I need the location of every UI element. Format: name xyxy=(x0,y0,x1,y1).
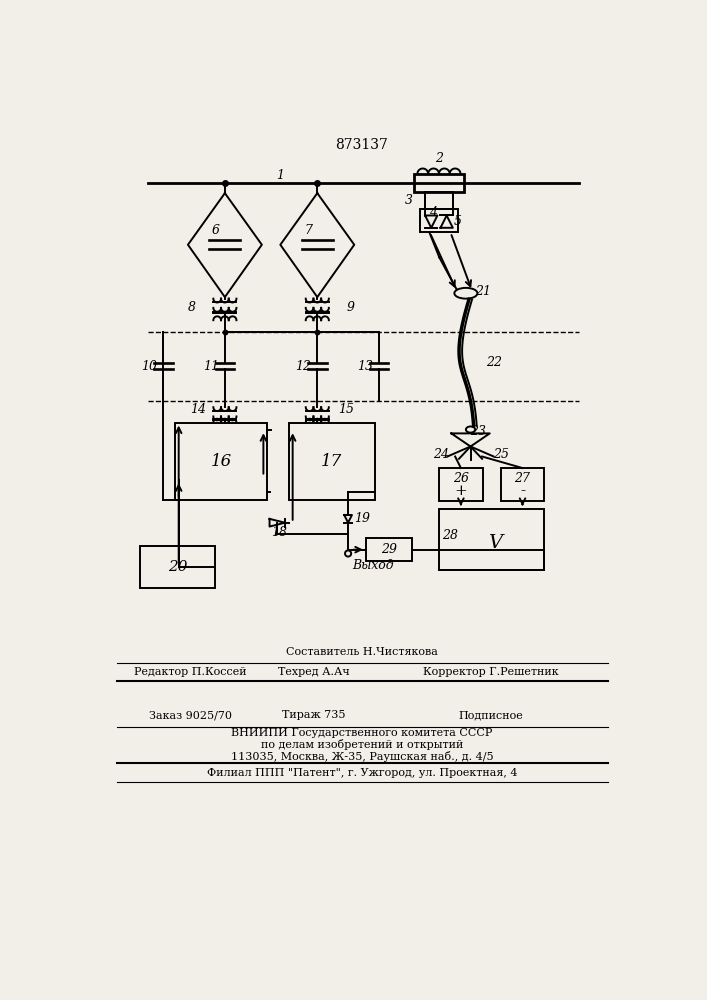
Text: Заказ 9025/70: Заказ 9025/70 xyxy=(148,710,232,720)
Text: 13: 13 xyxy=(357,360,373,373)
Text: 21: 21 xyxy=(475,285,491,298)
Text: 19: 19 xyxy=(354,512,370,525)
Text: 15: 15 xyxy=(339,403,354,416)
Text: 11: 11 xyxy=(203,360,219,373)
Text: 9: 9 xyxy=(346,301,354,314)
Text: -: - xyxy=(520,484,525,498)
Text: 25: 25 xyxy=(493,448,509,461)
Text: 1: 1 xyxy=(276,169,284,182)
Text: 24: 24 xyxy=(433,448,449,461)
Text: 22: 22 xyxy=(486,356,502,369)
Text: 23: 23 xyxy=(470,425,486,438)
Text: 26: 26 xyxy=(453,472,469,485)
Text: 14: 14 xyxy=(190,403,206,416)
Bar xyxy=(439,509,544,570)
Text: Филиал ППП "Патент", г. Ужгород, ул. Проектная, 4: Филиал ППП "Патент", г. Ужгород, ул. Про… xyxy=(206,768,518,778)
Bar xyxy=(420,209,458,232)
Text: Подписное: Подписное xyxy=(458,710,523,720)
Text: 29: 29 xyxy=(381,543,397,556)
Text: Корректор Г.Решетник: Корректор Г.Решетник xyxy=(423,667,559,677)
Text: 16: 16 xyxy=(211,453,232,470)
Bar xyxy=(414,174,464,192)
Text: ВНИИПИ Государственного комитета СССР: ВНИИПИ Государственного комитета СССР xyxy=(231,728,493,738)
Text: 17: 17 xyxy=(321,453,343,470)
Text: Редактор П.Коссей: Редактор П.Коссей xyxy=(134,667,247,677)
Text: Техред А.Ач: Техред А.Ач xyxy=(278,667,349,677)
Text: 18: 18 xyxy=(271,526,287,539)
Bar xyxy=(425,192,452,209)
Text: 6: 6 xyxy=(211,224,220,237)
Text: V: V xyxy=(489,534,503,552)
Bar xyxy=(439,468,483,501)
Text: 7: 7 xyxy=(304,224,312,237)
Text: 20: 20 xyxy=(168,560,187,574)
Bar xyxy=(140,546,215,588)
Bar xyxy=(288,423,375,500)
Bar xyxy=(175,423,267,500)
Text: 10: 10 xyxy=(141,360,158,373)
Text: 4: 4 xyxy=(428,206,437,219)
Bar xyxy=(366,538,412,561)
Text: Тираж 735: Тираж 735 xyxy=(281,710,345,720)
Text: +: + xyxy=(455,484,467,498)
Text: 8: 8 xyxy=(188,301,196,314)
Text: 3: 3 xyxy=(405,194,413,207)
Text: 5: 5 xyxy=(454,215,462,228)
Text: 873137: 873137 xyxy=(336,138,388,152)
Text: Составитель Н.Чистякова: Составитель Н.Чистякова xyxy=(286,647,438,657)
Text: 27: 27 xyxy=(515,472,530,485)
Text: 12: 12 xyxy=(296,360,311,373)
Bar xyxy=(501,468,544,501)
Text: 2: 2 xyxy=(435,152,443,165)
Text: 28: 28 xyxy=(443,529,459,542)
Text: Выход: Выход xyxy=(352,559,394,572)
Text: 113035, Москва, Ж-35, Раушская наб., д. 4/5: 113035, Москва, Ж-35, Раушская наб., д. … xyxy=(230,751,493,762)
Text: по делам изобретений и открытий: по делам изобретений и открытий xyxy=(261,739,463,750)
